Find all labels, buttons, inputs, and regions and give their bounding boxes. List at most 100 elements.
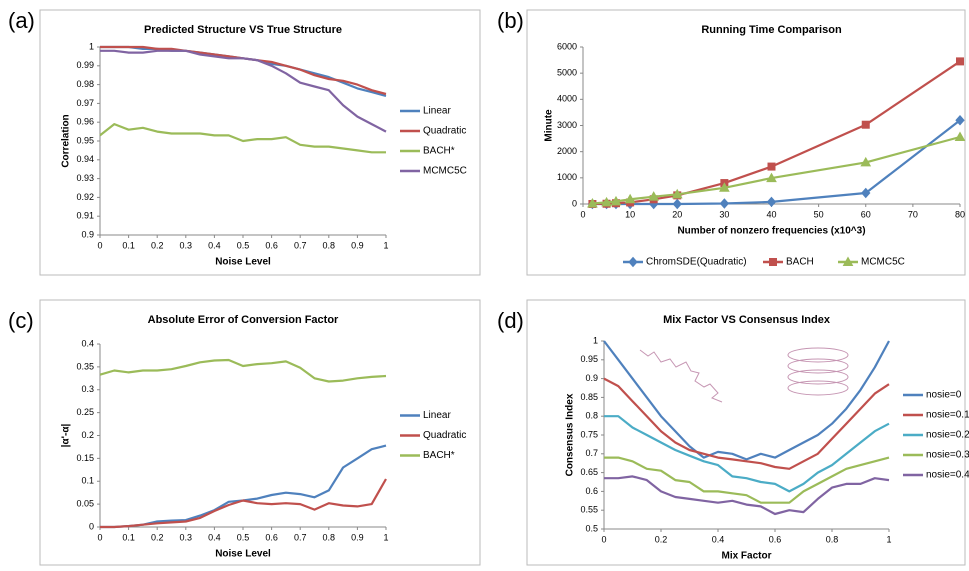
y-tick-label: 0.4 <box>81 338 94 348</box>
panel-label: (d) <box>497 308 524 333</box>
x-tick-label: 0.1 <box>122 532 135 542</box>
series-line <box>604 475 890 516</box>
panel-frame <box>526 299 966 566</box>
y-tick-label: 0.65 <box>580 467 598 477</box>
y-tick-label: 0.98 <box>76 79 94 89</box>
y-tick-label: 0 <box>89 521 94 531</box>
x-tick-label: 0.7 <box>294 532 307 542</box>
y-tick-label: 3000 <box>557 120 577 130</box>
marker <box>610 195 622 206</box>
x-tick-label: 70 <box>908 209 918 219</box>
x-axis-title: Noise Level <box>215 257 271 268</box>
y-tick-label: 0.25 <box>76 407 94 417</box>
marker <box>955 115 965 126</box>
y-axis-title: |α'-α| <box>61 424 72 448</box>
chart-title: Mix Factor VS Consensus Index <box>663 314 831 326</box>
y-tick-label: 0.7 <box>585 448 598 458</box>
marker <box>842 256 854 266</box>
x-tick-label: 80 <box>955 209 965 219</box>
marker <box>860 156 872 167</box>
inset-helix <box>787 358 849 374</box>
x-tick-label: 0.8 <box>826 534 839 544</box>
series-line <box>603 340 890 461</box>
x-axis-title: Noise Level <box>215 549 271 560</box>
x-tick-label: 0.4 <box>712 534 725 544</box>
x-axis-title: Mix Factor <box>721 551 771 562</box>
x-tick-label: 0.9 <box>351 240 364 250</box>
marker <box>671 188 683 199</box>
y-tick-label: 0.3 <box>81 384 94 394</box>
marker <box>672 198 682 210</box>
y-tick-label: 0.05 <box>76 499 94 509</box>
legend-label: MCMC5C <box>423 166 467 177</box>
legend-label: nosie=0 <box>926 390 962 401</box>
legend-label: nosie=0.2 <box>926 430 969 441</box>
x-tick-label: 0.6 <box>265 240 278 250</box>
x-tick-label: 0.2 <box>151 240 164 250</box>
y-tick-label: 2000 <box>557 146 577 156</box>
y-tick-label: 0.95 <box>580 354 598 364</box>
panel-frame <box>526 9 966 276</box>
marker <box>719 182 730 192</box>
marker <box>587 197 598 208</box>
x-tick-label: 0.4 <box>208 532 221 542</box>
x-tick-label: 0.2 <box>655 534 668 544</box>
y-tick-label: 0.91 <box>76 211 94 221</box>
x-tick-label: 0.6 <box>265 532 278 542</box>
x-tick-label: 0 <box>580 209 585 219</box>
panel-frame <box>39 9 481 276</box>
x-tick-label: 20 <box>672 209 682 219</box>
series-line <box>100 478 387 529</box>
marker <box>628 256 638 268</box>
x-tick-label: 0.3 <box>180 240 193 250</box>
legend-label: BACH* <box>423 146 455 157</box>
x-tick-label: 0.5 <box>237 532 250 542</box>
x-tick-label: 1 <box>383 240 388 250</box>
y-tick-label: 0 <box>572 198 577 208</box>
y-tick-label: 0.35 <box>76 361 94 371</box>
panel-label: (a) <box>8 8 35 33</box>
x-tick-label: 0 <box>601 534 606 544</box>
series-line <box>604 456 890 504</box>
y-tick-label: 6000 <box>557 41 577 51</box>
legend-label: Linear <box>423 106 451 117</box>
y-axis-title: Minute <box>544 109 555 142</box>
x-tick-label: 10 <box>625 209 635 219</box>
legend-label: nosie=0.3 <box>926 450 969 461</box>
y-tick-label: 0.55 <box>580 505 598 515</box>
y-tick-label: 4000 <box>557 94 577 104</box>
x-tick-label: 0.8 <box>323 240 336 250</box>
panel-frame <box>39 299 481 566</box>
inset-helix <box>787 369 849 385</box>
marker <box>648 191 660 201</box>
x-tick-label: 0.8 <box>323 532 336 542</box>
y-tick-label: 0.15 <box>76 453 94 463</box>
y-tick-label: 0.9 <box>585 373 598 383</box>
inset-helix <box>787 380 849 396</box>
x-tick-label: 0.2 <box>151 532 164 542</box>
y-tick-label: 0.93 <box>76 173 94 183</box>
y-tick-label: 0.8 <box>585 411 598 421</box>
x-tick-label: 0.3 <box>180 532 193 542</box>
chart-title: Running Time Comparison <box>701 24 842 36</box>
series-line <box>592 135 961 205</box>
x-tick-label: 50 <box>814 209 824 219</box>
x-tick-label: 0.6 <box>769 534 782 544</box>
inset-trace <box>639 349 723 403</box>
y-tick-label: 0.5 <box>585 523 598 533</box>
x-tick-label: 0.5 <box>237 240 250 250</box>
marker <box>767 162 776 171</box>
x-tick-label: 0 <box>97 532 102 542</box>
inset-images <box>639 347 849 403</box>
x-tick-label: 0.1 <box>122 240 135 250</box>
marker <box>719 198 730 209</box>
x-tick-label: 60 <box>861 209 871 219</box>
x-tick-label: 30 <box>719 209 729 219</box>
x-tick-label: 0.7 <box>294 240 307 250</box>
panel-label: (b) <box>497 8 524 33</box>
y-tick-label: 0.85 <box>580 392 598 402</box>
x-tick-label: 40 <box>766 209 776 219</box>
y-tick-label: 0.1 <box>81 476 94 486</box>
marker <box>769 258 777 266</box>
